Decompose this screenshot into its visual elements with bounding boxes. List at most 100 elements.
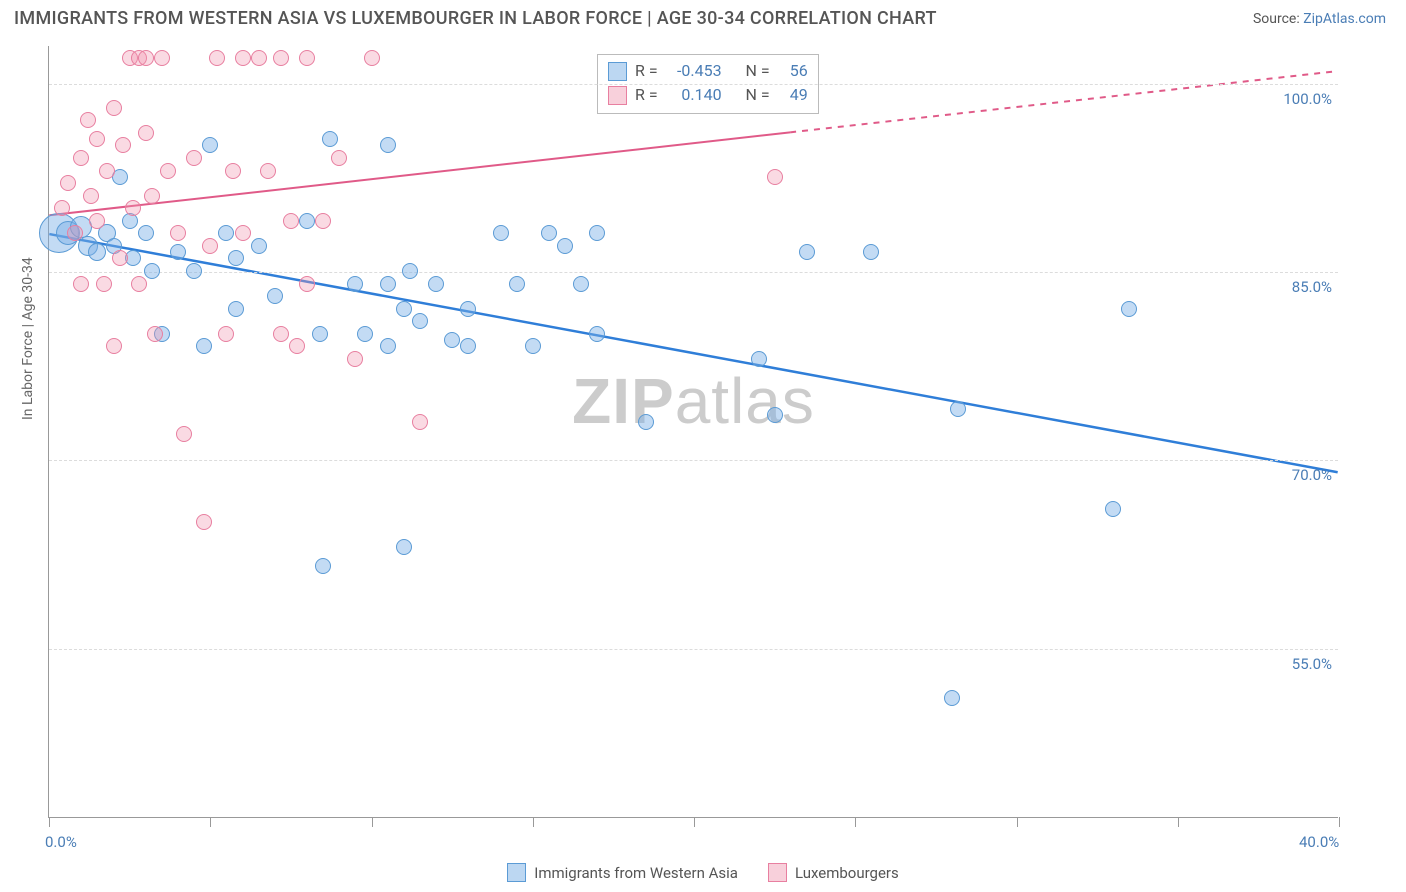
data-point: [176, 426, 192, 442]
trend-lines: [49, 46, 1338, 817]
data-point: [460, 301, 476, 317]
data-point: [396, 539, 412, 555]
data-point: [767, 407, 783, 423]
legend-label-blue: Immigrants from Western Asia: [534, 864, 738, 882]
x-tick: [1017, 817, 1018, 827]
data-point: [138, 125, 154, 141]
gridline: [49, 649, 1338, 650]
data-point: [509, 276, 525, 292]
data-point: [160, 163, 176, 179]
data-point: [299, 213, 315, 229]
data-point: [154, 50, 170, 66]
r-label: R =: [635, 59, 658, 83]
data-point: [315, 558, 331, 574]
x-tick: [1339, 817, 1340, 827]
swatch-blue-icon: [608, 62, 627, 81]
data-point: [312, 326, 328, 342]
data-point: [83, 188, 99, 204]
data-point: [218, 326, 234, 342]
x-tick: [533, 817, 534, 827]
data-point: [460, 338, 476, 354]
data-point: [331, 150, 347, 166]
data-point: [273, 50, 289, 66]
x-tick: [1178, 817, 1179, 827]
r-value-blue: -0.453: [666, 59, 722, 83]
data-point: [196, 338, 212, 354]
data-point: [380, 276, 396, 292]
r-value-pink: 0.140: [666, 83, 722, 107]
data-point: [751, 351, 767, 367]
data-point: [202, 238, 218, 254]
data-point: [73, 150, 89, 166]
data-point: [557, 238, 573, 254]
data-point: [89, 131, 105, 147]
data-point: [944, 690, 960, 706]
data-point: [1121, 301, 1137, 317]
data-point: [364, 50, 380, 66]
swatch-pink-icon: [768, 863, 787, 882]
data-point: [235, 50, 251, 66]
data-point: [428, 276, 444, 292]
gridline: [49, 272, 1338, 273]
data-point: [402, 263, 418, 279]
data-point: [799, 244, 815, 260]
data-point: [89, 213, 105, 229]
data-point: [380, 137, 396, 153]
data-point: [412, 414, 428, 430]
data-point: [251, 50, 267, 66]
data-point: [170, 244, 186, 260]
data-point: [131, 276, 147, 292]
data-point: [106, 100, 122, 116]
r-label: R =: [635, 83, 658, 107]
gridline: [49, 460, 1338, 461]
data-point: [767, 169, 783, 185]
data-point: [196, 514, 212, 530]
n-value-blue: 56: [778, 59, 808, 83]
x-tick: [855, 817, 856, 827]
n-value-pink: 49: [778, 83, 808, 107]
legend-item-blue: Immigrants from Western Asia: [507, 863, 738, 882]
bottom-legend: Immigrants from Western Asia Luxembourge…: [0, 863, 1406, 882]
data-point: [170, 225, 186, 241]
stats-row-pink: R = 0.140 N = 49: [608, 83, 808, 107]
y-tick-label: 100.0%: [1283, 90, 1332, 108]
legend-label-pink: Luxembourgers: [795, 864, 899, 882]
data-point: [573, 276, 589, 292]
data-point: [96, 276, 112, 292]
y-axis-label: In Labor Force | Age 30-34: [20, 257, 36, 420]
data-point: [186, 263, 202, 279]
gridline: [49, 84, 1338, 85]
source-prefix: Source:: [1253, 11, 1303, 27]
data-point: [106, 338, 122, 354]
data-point: [186, 150, 202, 166]
data-point: [299, 276, 315, 292]
swatch-blue-icon: [507, 863, 526, 882]
y-tick-label: 85.0%: [1292, 278, 1332, 296]
stats-row-blue: R = -0.453 N = 56: [608, 59, 808, 83]
data-point: [638, 414, 654, 430]
data-point: [493, 225, 509, 241]
data-point: [315, 213, 331, 229]
data-point: [144, 263, 160, 279]
data-point: [863, 244, 879, 260]
n-label: N =: [746, 83, 770, 107]
data-point: [283, 213, 299, 229]
data-point: [80, 112, 96, 128]
x-tick-label: 40.0%: [1299, 833, 1339, 851]
data-point: [225, 163, 241, 179]
data-point: [54, 200, 70, 216]
data-point: [267, 288, 283, 304]
data-point: [115, 137, 131, 153]
data-point: [60, 175, 76, 191]
data-point: [251, 238, 267, 254]
data-point: [589, 326, 605, 342]
data-point: [202, 137, 218, 153]
chart-header: IMMIGRANTS FROM WESTERN ASIA VS LUXEMBOU…: [0, 0, 1406, 35]
data-point: [412, 313, 428, 329]
data-point: [67, 225, 83, 241]
data-point: [357, 326, 373, 342]
y-tick-label: 55.0%: [1292, 655, 1332, 673]
data-point: [228, 250, 244, 266]
data-point: [1105, 501, 1121, 517]
source-link[interactable]: ZipAtlas.com: [1303, 11, 1386, 27]
